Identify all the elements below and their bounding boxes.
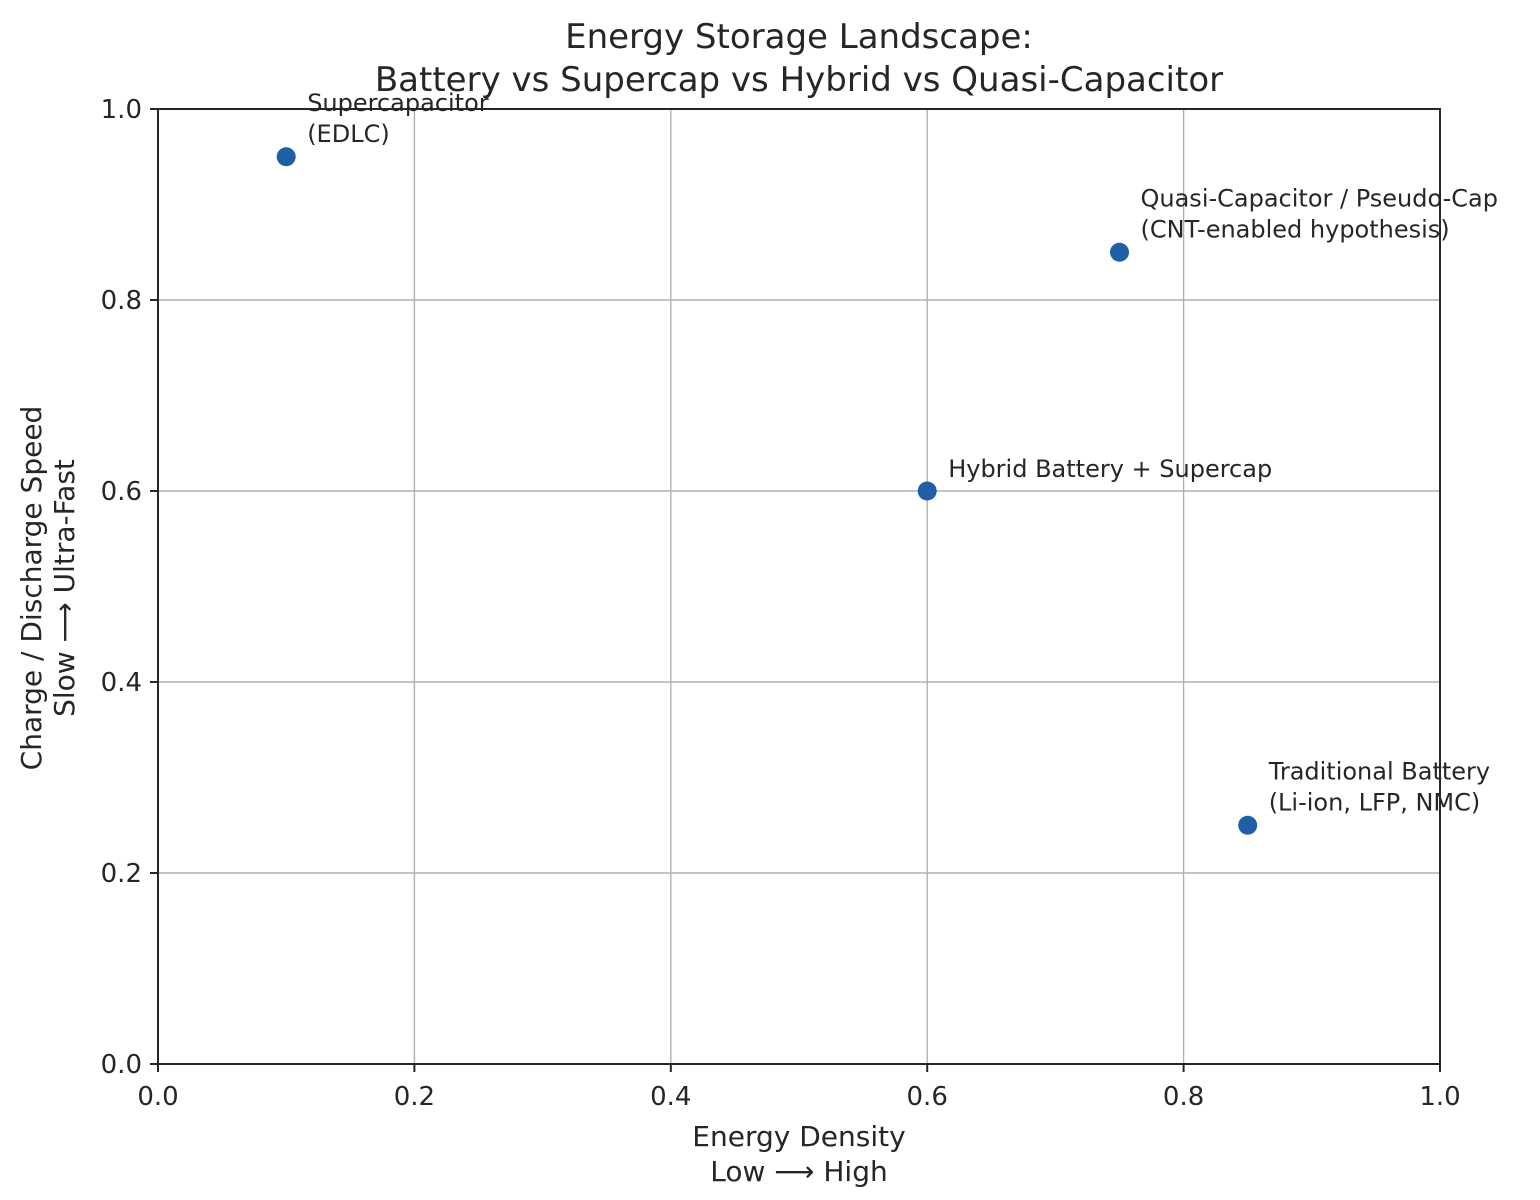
point-label-traditional-battery: (Li-ion, LFP, NMC) xyxy=(1269,788,1481,816)
x-tick-label: 0.6 xyxy=(907,1082,948,1112)
data-point-hybrid xyxy=(917,481,937,501)
y-tick-label: 0.4 xyxy=(101,668,142,698)
point-label-quasi-capacitor: (CNT-enabled hypothesis) xyxy=(1141,215,1450,243)
point-label-quasi-capacitor: Quasi-Capacitor / Pseudo-Cap xyxy=(1141,184,1498,212)
chart-title-line-1: Energy Storage Landscape: xyxy=(565,17,1033,57)
y-tick-label: 0.2 xyxy=(101,859,142,889)
x-tick-label: 0.8 xyxy=(1163,1082,1204,1112)
y-axis-label-line-1: Charge / Discharge Speed xyxy=(15,406,48,771)
y-tick-label: 1.0 xyxy=(101,95,142,125)
y-axis-label-line-2: Slow ⟶ Ultra-Fast xyxy=(48,459,81,717)
x-tick-label: 0.0 xyxy=(137,1082,178,1112)
data-point-supercapacitor xyxy=(276,147,296,167)
x-tick-label: 1.0 xyxy=(1419,1082,1460,1112)
x-axis-label-line-2: Low ⟶ High xyxy=(710,1155,887,1188)
chart-title-line-2: Battery vs Supercap vs Hybrid vs Quasi-C… xyxy=(375,60,1223,100)
data-point-traditional-battery xyxy=(1238,815,1258,835)
y-tick-label: 0.6 xyxy=(101,477,142,507)
point-label-supercapacitor: (EDLC) xyxy=(307,120,390,148)
y-tick-label: 0.0 xyxy=(101,1050,142,1080)
x-tick-label: 0.2 xyxy=(394,1082,435,1112)
point-label-supercapacitor: Supercapacitor xyxy=(307,89,489,117)
x-tick-label: 0.4 xyxy=(650,1082,691,1112)
plot-area-frame xyxy=(157,108,1441,1065)
point-label-traditional-battery: Traditional Battery xyxy=(1268,757,1490,785)
y-tick-label: 0.8 xyxy=(101,286,142,316)
data-points: Supercapacitor (EDLC) Traditional Battery (… xyxy=(276,89,1498,835)
grid xyxy=(157,108,1441,1065)
x-axis-label-line-1: Energy Density xyxy=(692,1120,905,1153)
ticks: 0.0 0.2 0.4 0.6 0.8 1.0 0.0 0.2 0.4 0.6 0.8 1.0 xyxy=(101,95,1461,1112)
point-label-hybrid: Hybrid Battery + Supercap xyxy=(948,455,1272,483)
data-point-quasi-capacitor xyxy=(1110,242,1129,262)
